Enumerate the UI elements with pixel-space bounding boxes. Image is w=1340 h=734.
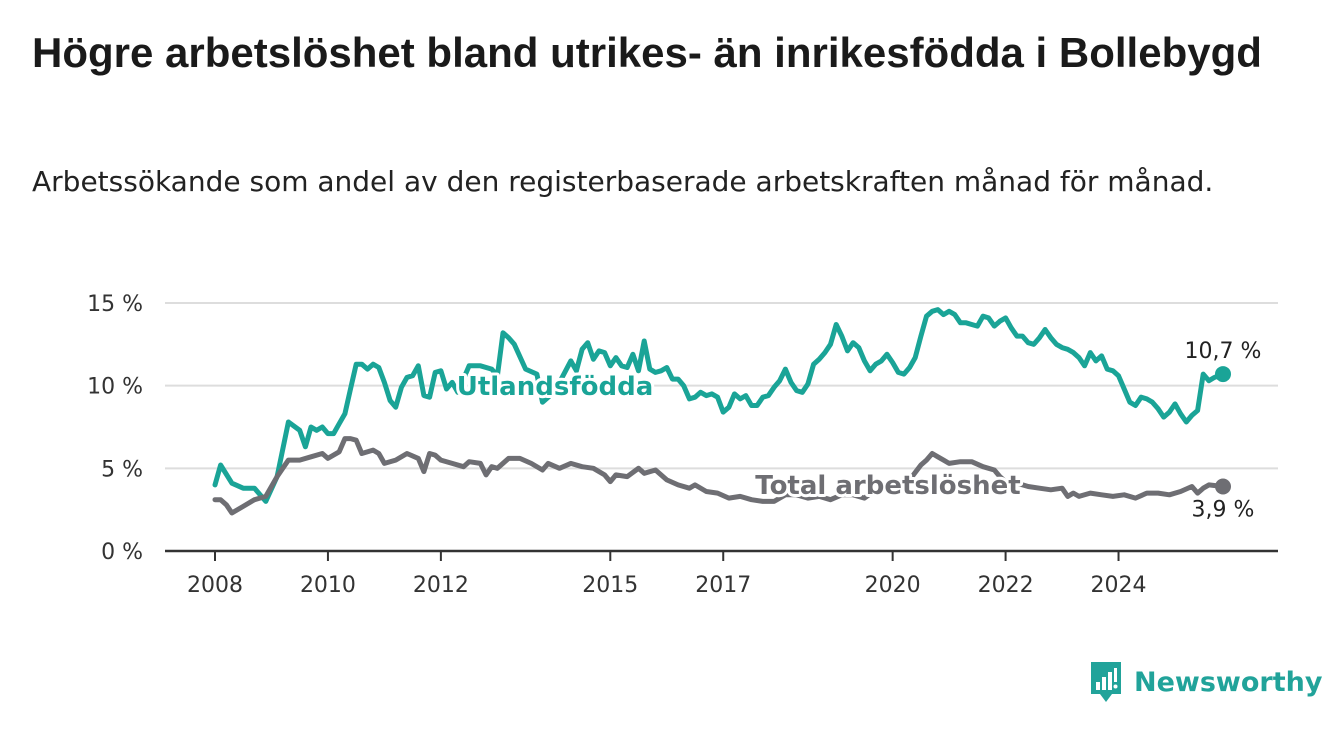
x-tick-label: 2022 [978,573,1034,598]
x-tick-label: 2008 [187,573,243,598]
x-tick-label: 2024 [1091,573,1147,598]
x-tick-label: 2017 [695,573,751,598]
series-line [212,436,1226,516]
y-tick-label: 10 % [87,375,143,400]
end-value-label: 10,7 % [1185,339,1262,364]
chart-subtitle: Arbetssökande som andel av den registerb… [32,165,1214,198]
y-tick-label: 5 % [101,457,143,482]
y-tick-label: 15 % [87,292,143,317]
series-label-utlandsfodda: Utlandsfödda [457,372,654,402]
end-point [1215,478,1231,495]
end-point [1215,366,1231,383]
newsworthy-logo-icon [1091,662,1121,702]
x-axis: 2008 2010 2012 2015 2017 2020 2022 2024 [165,549,1278,598]
end-value-label: 3,9 % [1192,498,1255,523]
series-label-total: Total arbetslöshet [755,471,1020,501]
x-tick-label: 2015 [582,573,638,598]
brand-name: Newsworthy [1134,666,1323,698]
y-tick-label: 0 % [101,540,143,565]
brand-logo: Newsworthy [1088,660,1322,704]
y-axis: 0 % 5 % 10 % 15 % [87,292,143,565]
x-tick-label: 2020 [865,573,921,598]
series-line [212,307,1226,504]
x-tick-label: 2012 [413,573,469,598]
end-markers: 10,7 % 3,9 % [1185,339,1262,522]
x-tick-label: 2010 [300,573,356,598]
series-lines [212,307,1226,516]
grid-lines [165,302,1278,470]
chart-title: Högre arbetslöshet bland utrikes- än inr… [32,29,1262,76]
